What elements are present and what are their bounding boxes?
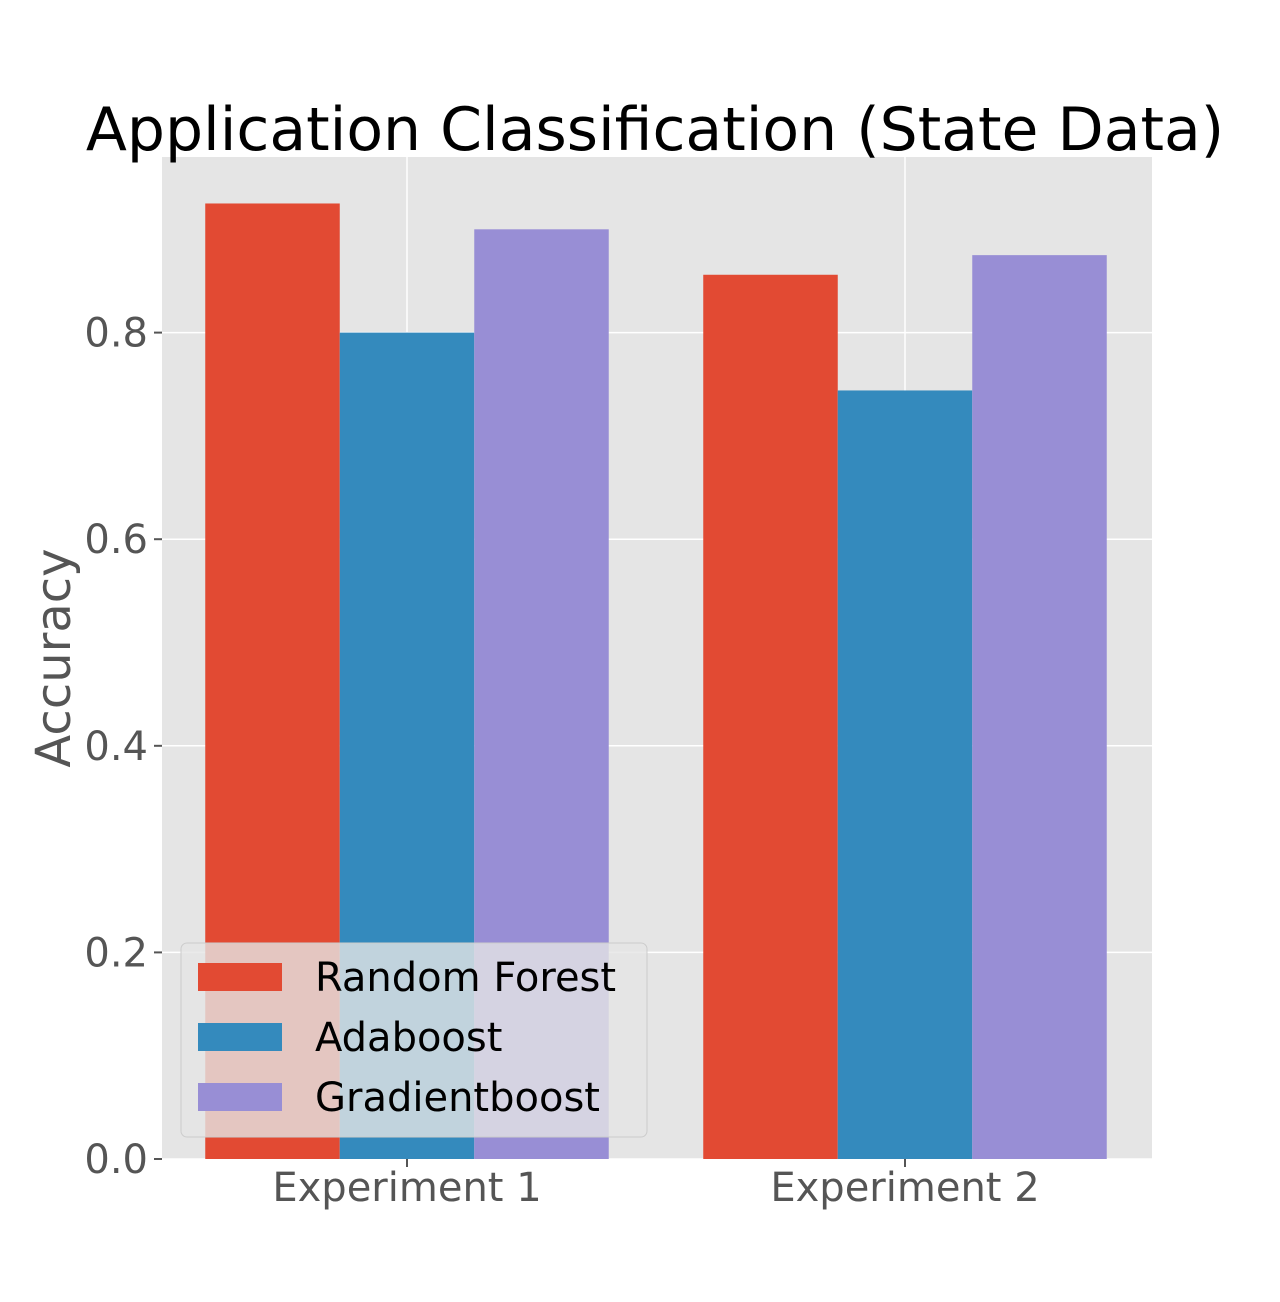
y-tick-label: 0.4 [84, 724, 148, 770]
legend-box [180, 942, 648, 1138]
y-tick-label: 0.6 [84, 517, 148, 563]
y-axis-label: Accuracy [26, 548, 82, 767]
x-tick-label: Experiment 2 [770, 1165, 1039, 1211]
legend-label: Random Forest [315, 955, 616, 1001]
legend-label: Gradientboost [315, 1075, 600, 1121]
bar-random-forest-2 [703, 274, 838, 1159]
chart-title: Application Classification (State Data) [86, 95, 1224, 165]
y-tick-label: 0.0 [84, 1137, 148, 1183]
y-tick-label: 0.8 [84, 311, 148, 357]
bar-gradientboost-2 [972, 255, 1107, 1159]
legend-swatch [198, 1023, 282, 1051]
x-axis-ticks: Experiment 1 Experiment 2 [272, 1159, 1040, 1211]
legend-label: Adaboost [315, 1015, 502, 1061]
x-tick-label: Experiment 1 [272, 1165, 541, 1211]
y-tick-label: 0.2 [84, 930, 148, 976]
bar-adaboost-2 [837, 390, 973, 1159]
legend: Random Forest Adaboost Gradientboost [180, 942, 648, 1138]
legend-swatch [198, 1083, 282, 1111]
legend-swatch [198, 963, 282, 991]
y-axis-ticks: 0.0 0.2 0.4 0.6 0.8 [84, 311, 162, 1183]
